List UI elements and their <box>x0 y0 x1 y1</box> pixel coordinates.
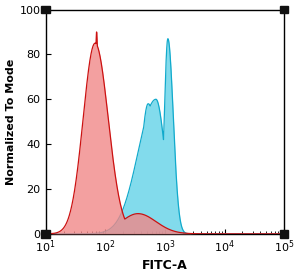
Y-axis label: Normalized To Mode: Normalized To Mode <box>6 59 16 185</box>
X-axis label: FITC-A: FITC-A <box>142 259 188 272</box>
